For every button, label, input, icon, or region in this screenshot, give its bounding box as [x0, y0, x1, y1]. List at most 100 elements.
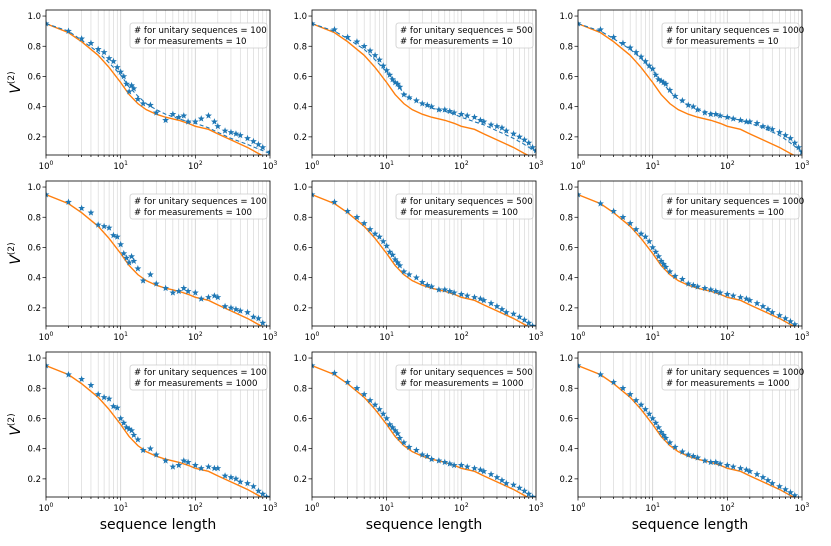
y-tick-label: 1.0: [27, 354, 41, 364]
data-point: [655, 423, 662, 431]
x-tick-exponent: 1: [124, 160, 128, 167]
y-tick-label: 0.8: [293, 213, 307, 223]
x-tick-label: 100: [571, 160, 586, 172]
data-point: [210, 292, 218, 299]
y-tick-label: 0.4: [27, 103, 41, 113]
x-tick-exponent: 3: [540, 160, 544, 167]
data-point: [184, 287, 192, 295]
data-point: [684, 451, 692, 458]
x-tick-base: 10: [529, 333, 540, 343]
data-point: [666, 86, 674, 93]
x-tick-label: 100: [571, 331, 586, 343]
x-tick-base: 10: [305, 333, 316, 343]
data-point: [578, 19, 582, 27]
data-point: [655, 252, 662, 260]
data-point: [232, 475, 240, 482]
data-point: [366, 47, 374, 54]
data-point: [232, 305, 240, 313]
data-point: [446, 460, 454, 467]
data-point: [723, 290, 731, 298]
data-point: [46, 19, 50, 27]
x-tick-exponent: 0: [50, 502, 54, 509]
x-tick-exponent: 1: [390, 331, 394, 338]
data-point: [394, 80, 401, 87]
x-tick-exponent: 1: [124, 331, 128, 338]
x-tick-label: 100: [39, 502, 54, 514]
data-point: [396, 261, 404, 269]
axes-frame: [577, 9, 803, 156]
y-tick-label: 0.8: [559, 384, 573, 394]
data-point: [689, 452, 697, 460]
data-point: [146, 101, 154, 109]
data-point: [175, 287, 183, 295]
data-point: [391, 78, 399, 86]
data-point: [360, 42, 368, 50]
x-tick-base: 10: [720, 333, 731, 343]
data-point: [645, 62, 653, 69]
data-point: [162, 284, 170, 292]
data-point: [471, 293, 478, 301]
data-point: [191, 289, 199, 296]
data-point: [516, 133, 523, 140]
data-point: [123, 254, 130, 261]
data-point: [197, 295, 205, 302]
data-point: [660, 260, 667, 267]
data-point: [694, 283, 702, 290]
data-point: [657, 257, 665, 264]
data-point: [110, 57, 117, 65]
data-point: [130, 257, 138, 264]
data-point: [652, 71, 660, 78]
data-point: [746, 296, 754, 304]
data-point: [671, 272, 679, 280]
data-point: [400, 439, 408, 446]
data-point: [619, 213, 627, 221]
data-point: [232, 130, 240, 137]
x-tick-label: 101: [113, 331, 128, 343]
data-point: [776, 482, 783, 490]
x-tick-exponent: 0: [316, 502, 320, 509]
data-point: [105, 54, 113, 62]
data-point: [737, 116, 744, 124]
x-tick-base: 10: [379, 504, 390, 514]
data-point: [457, 110, 465, 118]
x-tick-base: 10: [188, 162, 199, 172]
x-tick-base: 10: [571, 162, 582, 172]
x-tick-label: 101: [113, 502, 128, 514]
legend-line-unitary: # for unitary sequences = 1000: [666, 26, 804, 36]
data-point: [441, 106, 449, 113]
data-point: [418, 451, 426, 458]
y-tick-label: 1.0: [293, 354, 307, 364]
legend-line-unitary: # for unitary sequences = 500: [400, 26, 533, 36]
x-tick-base: 10: [39, 162, 50, 172]
data-point: [632, 48, 640, 56]
data-point: [707, 110, 715, 118]
x-tick-label: 102: [454, 502, 469, 514]
x-tick-label: 101: [379, 502, 394, 514]
data-point: [441, 286, 449, 293]
data-point: [742, 466, 750, 473]
y-tick-label: 1.0: [293, 12, 307, 22]
data-point: [694, 106, 702, 113]
data-point: [446, 287, 454, 295]
x-tick-base: 10: [795, 504, 806, 514]
data-point: [737, 464, 744, 472]
x-tick-label: 103: [795, 331, 810, 343]
data-point: [184, 118, 192, 125]
y-tick-label: 0.4: [293, 103, 307, 113]
data-point: [666, 268, 674, 275]
x-tick-label: 102: [454, 160, 469, 172]
legend-line-measurements: # for measurements = 100: [666, 208, 784, 218]
data-point: [175, 113, 183, 121]
data-point: [510, 310, 517, 317]
data-point: [236, 131, 244, 139]
data-point: [113, 63, 121, 71]
data-point: [65, 198, 72, 206]
data-point: [117, 240, 125, 248]
x-tick-label: 100: [571, 502, 586, 514]
y-tick-label: 0.2: [293, 475, 307, 485]
data-point: [312, 19, 316, 27]
data-point: [123, 423, 130, 431]
data-point: [742, 118, 750, 125]
